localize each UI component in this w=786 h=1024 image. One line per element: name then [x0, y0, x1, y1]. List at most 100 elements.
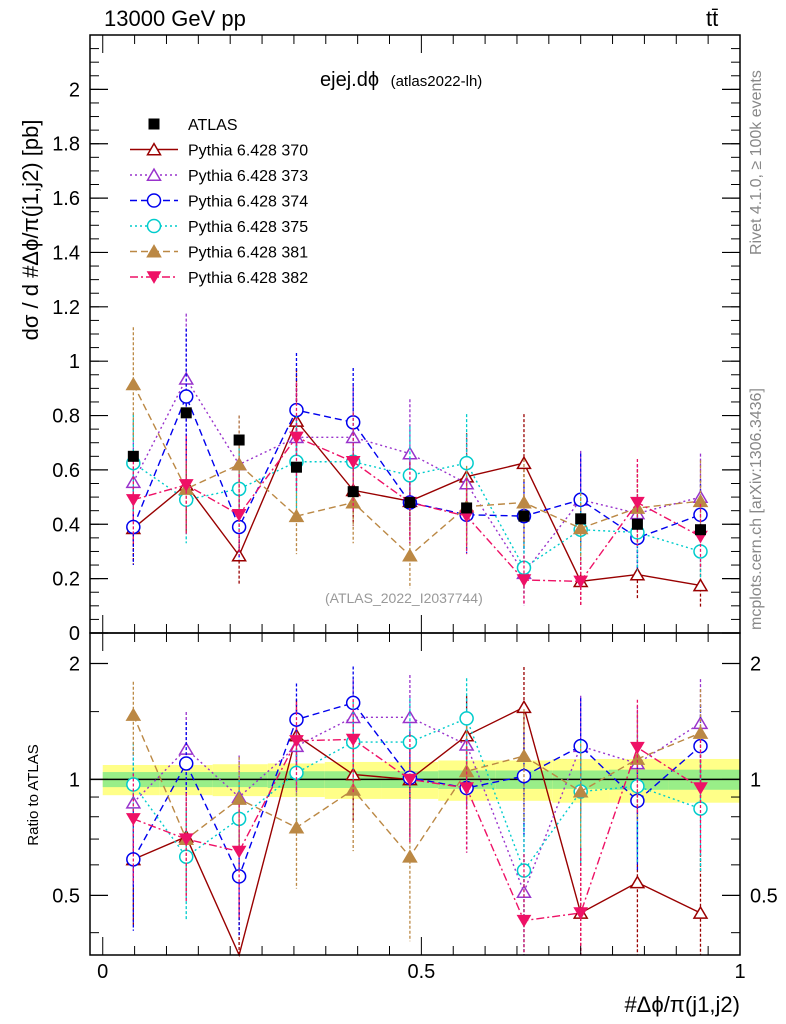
ratio-y-tick-label-right: 2	[750, 653, 761, 675]
main-y-axis-label: dσ / d #Δϕ/π(j1,j2) [pb]	[18, 120, 43, 341]
data-point	[459, 455, 474, 471]
ratio-point	[231, 791, 247, 805]
data-point	[402, 548, 418, 562]
data-point	[345, 415, 361, 430]
ratio-point	[459, 711, 474, 726]
series-line	[132, 383, 701, 557]
y-tick-label: 0.8	[52, 406, 80, 428]
legend-marker	[146, 193, 162, 208]
y-tick-label: 1	[69, 351, 80, 373]
legend-marker	[146, 142, 162, 156]
series-pythia-6-428-370	[125, 369, 709, 958]
y-tick-label: 0	[69, 623, 80, 645]
legend-label: Pythia 6.428 381	[188, 245, 308, 262]
legend-label-atlas: ATLAS	[188, 117, 238, 134]
y-tick-label: 0.2	[52, 569, 80, 591]
atlas-data-point	[404, 497, 416, 509]
legend-label: Pythia 6.428 370	[188, 143, 308, 160]
legend-marker	[146, 167, 162, 181]
ratio-y-tick-label: 0.5	[52, 885, 80, 907]
atlas-data-point	[631, 518, 643, 530]
ratio-point	[231, 845, 247, 859]
ratio-series-line	[132, 716, 701, 894]
y-tick-label: 1.4	[52, 242, 80, 264]
ratio-point	[178, 756, 194, 771]
y-tick-label: 2	[69, 79, 80, 101]
data-point	[630, 496, 645, 510]
atlas-data-point	[461, 502, 473, 514]
legend-marker	[146, 244, 162, 258]
data-point	[516, 495, 532, 509]
chart-title: ejej.dϕ (atlas2022-lh)	[320, 69, 482, 91]
legend-item-atlas: ATLAS	[148, 117, 238, 134]
ratio-point	[459, 782, 474, 795]
ratio-point	[630, 741, 645, 755]
data-point	[516, 455, 532, 470]
legend-label: Pythia 6.428 373	[188, 168, 308, 185]
ratio-point	[289, 735, 304, 748]
ratio-y-tick-label: 1	[69, 769, 80, 791]
atlas-data-point	[127, 450, 139, 462]
y-tick-label: 0.4	[52, 514, 80, 536]
ratio-point	[178, 833, 194, 846]
data-point	[345, 456, 361, 469]
legend-item: Pythia 6.428 382	[130, 270, 308, 287]
data-point	[402, 468, 418, 483]
ratio-point	[345, 733, 361, 747]
series-line	[132, 461, 701, 569]
data-point	[345, 429, 361, 444]
legend-label: Pythia 6.428 382	[188, 270, 308, 287]
ratio-point	[629, 875, 646, 889]
legend-label: Pythia 6.428 374	[188, 194, 308, 211]
x-axis-label: #Δϕ/π(j1,j2)	[624, 992, 740, 1017]
ratio-point	[402, 773, 418, 787]
analysis-watermark: (ATLAS_2022_I2037744)	[325, 590, 483, 606]
y-tick-label: 1.6	[52, 188, 80, 210]
ratio-y-tick-label: 2	[69, 653, 80, 675]
ratio-point	[573, 907, 589, 920]
data-point	[125, 494, 141, 507]
legend-item: Pythia 6.428 381	[130, 244, 308, 262]
data-point	[572, 521, 589, 535]
data-point	[345, 495, 361, 509]
data-point	[178, 389, 194, 404]
ratio-point	[288, 820, 305, 834]
legend-label: Pythia 6.428 375	[188, 219, 308, 236]
data-point	[629, 567, 646, 581]
data-point	[692, 578, 709, 592]
data-point	[573, 575, 589, 589]
ratio-point	[516, 748, 532, 762]
ratio-point	[516, 699, 532, 714]
ratio-point	[692, 725, 709, 739]
legend-marker-atlas	[148, 118, 160, 130]
data-point	[125, 376, 142, 391]
series-pythia-6-428-373	[125, 313, 709, 955]
series-pythia-6-428-382	[125, 382, 708, 955]
ratio-point	[178, 849, 194, 864]
series-pythia-6-428-381	[125, 327, 709, 942]
legend-item: Pythia 6.428 375	[130, 218, 308, 236]
data-point	[289, 431, 304, 445]
ratio-point	[692, 905, 709, 919]
series-pythia-6-428-375	[126, 412, 708, 955]
ratio-frame	[89, 632, 741, 956]
ratio-series-line	[133, 738, 701, 922]
data-point	[288, 508, 305, 523]
ratio-point	[516, 914, 532, 928]
atlas-data-point	[518, 510, 530, 522]
legend-marker	[146, 218, 162, 234]
y-tick-label: 1.8	[52, 134, 80, 156]
x-tick-label: 1	[734, 961, 745, 983]
x-tick-label: 0	[97, 961, 108, 983]
ratio-point	[458, 763, 475, 778]
data-point	[231, 457, 247, 471]
ratio-point	[693, 782, 708, 795]
x-tick-label: 0.5	[407, 961, 435, 983]
legend-item: Pythia 6.428 370	[130, 142, 308, 160]
legend-marker	[146, 271, 162, 284]
ratio-y-axis-label: Ratio to ATLAS	[25, 744, 42, 845]
data-point	[516, 574, 532, 587]
ratio-point	[572, 784, 589, 798]
process-label: tt̄	[706, 6, 719, 31]
